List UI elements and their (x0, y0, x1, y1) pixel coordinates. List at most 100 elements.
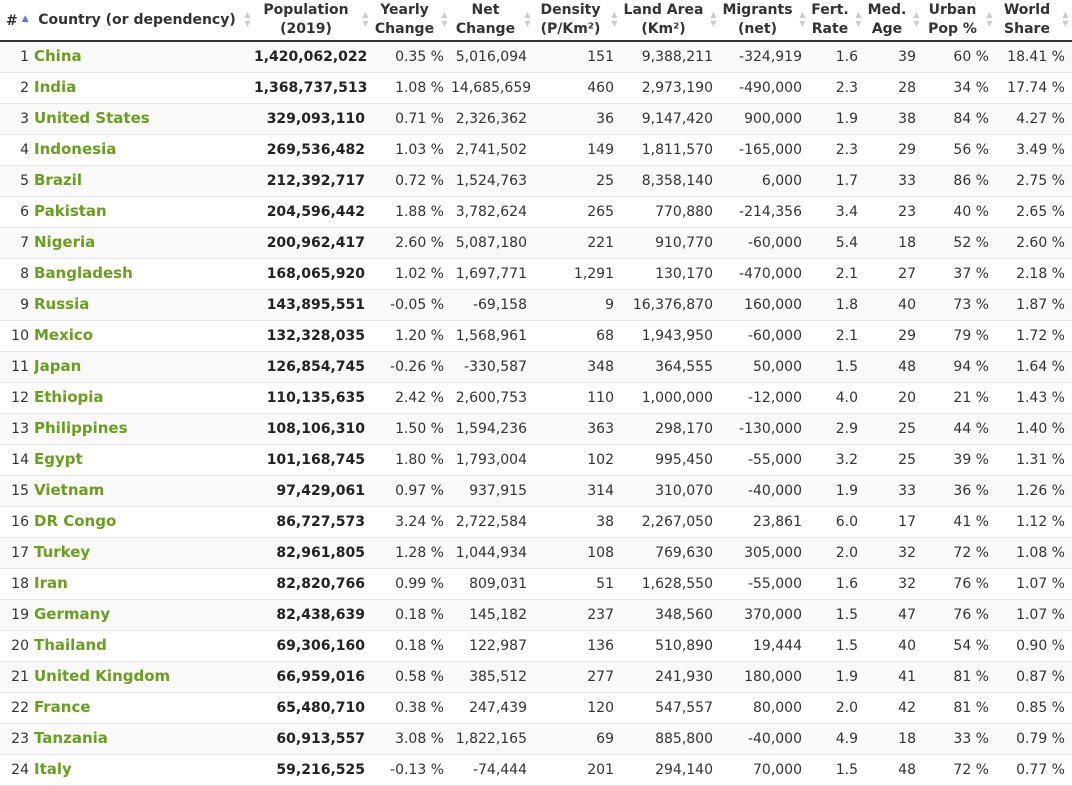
country-link[interactable]: United States (34, 109, 150, 127)
header-median-age[interactable]: Med. Age ▲ ▼ (865, 0, 923, 42)
cell-country: Tanzania (34, 723, 254, 755)
cell-median-age: 39 (865, 41, 923, 73)
cell-world-share: 1.07 % (996, 568, 1072, 600)
cell-median-age: 17 (865, 506, 923, 538)
header-population[interactable]: Population (2019) ▲ ▼ (254, 0, 372, 42)
country-link[interactable]: United Kingdom (34, 667, 171, 685)
country-link[interactable]: Tanzania (34, 729, 108, 747)
cell-density: 149 (534, 134, 621, 166)
country-link[interactable]: Pakistan (34, 202, 107, 220)
header-net-change[interactable]: Net Change ▲ ▼ (451, 0, 534, 42)
sort-arrows-icon: ▲ ▼ (913, 10, 920, 28)
cell-urban-pop: 34 % (923, 72, 996, 104)
cell-density: 9 (534, 289, 621, 321)
cell-population: 1,420,062,022 (254, 41, 372, 73)
cell-net-change: 247,439 (451, 692, 534, 724)
cell-urban-pop: 52 % (923, 227, 996, 259)
header-rank[interactable]: # ▲ (0, 0, 34, 42)
country-link[interactable]: Brazil (34, 171, 82, 189)
sort-arrows-icon: ▲ ▼ (524, 10, 531, 28)
cell-median-age: 29 (865, 320, 923, 352)
cell-net-change: 5,016,094 (451, 41, 534, 73)
sort-arrows-icon: ▲ ▼ (986, 10, 993, 28)
cell-yearly-change: 1.28 % (372, 537, 451, 569)
country-link[interactable]: China (34, 47, 82, 65)
cell-land-area: 9,388,211 (621, 41, 720, 73)
cell-land-area: 910,770 (621, 227, 720, 259)
cell-rank: 20 (0, 630, 34, 662)
table-row: 14 Egypt 101,168,745 1.80 % 1,793,004 102 995,… (0, 444, 1072, 476)
table-row: 17 Turkey 82,961,805 1.28 % 1,044,934 108 769,… (0, 537, 1072, 569)
country-link[interactable]: Thailand (34, 636, 107, 654)
country-link[interactable]: Philippines (34, 419, 128, 437)
header-country[interactable]: Country (or dependency) ▲ ▼ (34, 0, 254, 42)
country-link[interactable]: Egypt (34, 450, 83, 468)
country-link[interactable]: Mexico (34, 326, 94, 344)
cell-land-area: 241,930 (621, 661, 720, 693)
cell-fertility-rate: 3.4 (809, 196, 865, 228)
table-row: 6 Pakistan 204,596,442 1.88 % 3,782,624 265 77… (0, 196, 1072, 228)
cell-world-share: 1.64 % (996, 351, 1072, 383)
country-link[interactable]: India (34, 78, 77, 96)
cell-country: Egypt (34, 444, 254, 476)
country-link[interactable]: Germany (34, 605, 111, 623)
cell-migrants: 80,000 (720, 692, 809, 724)
cell-migrants: -130,000 (720, 413, 809, 445)
cell-median-age: 42 (865, 692, 923, 724)
cell-median-age: 29 (865, 134, 923, 166)
cell-land-area: 2,267,050 (621, 506, 720, 538)
table-row: 5 Brazil 212,392,717 0.72 % 1,524,763 25 8,358… (0, 165, 1072, 197)
cell-median-age: 48 (865, 351, 923, 383)
cell-land-area: 1,943,950 (621, 320, 720, 352)
country-link[interactable]: Indonesia (34, 140, 117, 158)
cell-urban-pop: 60 % (923, 41, 996, 73)
country-link[interactable]: Bangladesh (34, 264, 133, 282)
cell-land-area: 1,628,550 (621, 568, 720, 600)
cell-fertility-rate: 1.7 (809, 165, 865, 197)
sort-ascending-icon: ▲ (21, 13, 29, 24)
country-link[interactable]: DR Congo (34, 512, 117, 530)
sort-arrows-icon: ▲ ▼ (441, 10, 448, 28)
table-row: 18 Iran 82,820,766 0.99 % 809,031 51 1,628,550… (0, 568, 1072, 600)
country-link[interactable]: Russia (34, 295, 90, 313)
header-migrants[interactable]: Migrants (net) ▲ ▼ (720, 0, 809, 42)
cell-world-share: 1.26 % (996, 475, 1072, 507)
country-link[interactable]: Nigeria (34, 233, 96, 251)
cell-population: 60,913,557 (254, 723, 372, 755)
header-fertility-rate[interactable]: Fert. Rate ▲ ▼ (809, 0, 865, 42)
cell-urban-pop: 41 % (923, 506, 996, 538)
country-link[interactable]: Japan (34, 357, 82, 375)
table-row: 20 Thailand 69,306,160 0.18 % 122,987 136 510,… (0, 630, 1072, 662)
header-land-area[interactable]: Land Area (Km²) ▲ ▼ (621, 0, 720, 42)
cell-population: 212,392,717 (254, 165, 372, 197)
cell-population: 101,168,745 (254, 444, 372, 476)
cell-net-change: 1,793,004 (451, 444, 534, 476)
country-link[interactable]: Ethiopia (34, 388, 104, 406)
header-density[interactable]: Density (P/Km²) ▲ ▼ (534, 0, 621, 42)
cell-land-area: 9,147,420 (621, 103, 720, 135)
header-world-share[interactable]: World Share ▲ ▼ (996, 0, 1072, 42)
cell-urban-pop: 44 % (923, 413, 996, 445)
table-row: 12 Ethiopia 110,135,635 2.42 % 2,600,753 110 1… (0, 382, 1072, 414)
cell-median-age: 48 (865, 754, 923, 786)
cell-population: 110,135,635 (254, 382, 372, 414)
cell-median-age: 25 (865, 444, 923, 476)
cell-fertility-rate: 3.2 (809, 444, 865, 476)
cell-rank: 7 (0, 227, 34, 259)
cell-population: 168,065,920 (254, 258, 372, 290)
cell-yearly-change: 0.58 % (372, 661, 451, 693)
cell-fertility-rate: 5.4 (809, 227, 865, 259)
country-link[interactable]: Italy (34, 760, 72, 778)
country-link[interactable]: Vietnam (34, 481, 105, 499)
country-link[interactable]: Turkey (34, 543, 91, 561)
cell-urban-pop: 39 % (923, 444, 996, 476)
table-row: 8 Bangladesh 168,065,920 1.02 % 1,697,771 1,2… (0, 258, 1072, 290)
country-link[interactable]: Iran (34, 574, 68, 592)
cell-rank: 12 (0, 382, 34, 414)
cell-country: India (34, 72, 254, 104)
header-yearly-change[interactable]: Yearly Change ▲ ▼ (372, 0, 451, 42)
cell-rank: 4 (0, 134, 34, 166)
country-link[interactable]: France (34, 698, 91, 716)
header-urban-pop[interactable]: Urban Pop % ▲ ▼ (923, 0, 996, 42)
cell-land-area: 294,140 (621, 754, 720, 786)
